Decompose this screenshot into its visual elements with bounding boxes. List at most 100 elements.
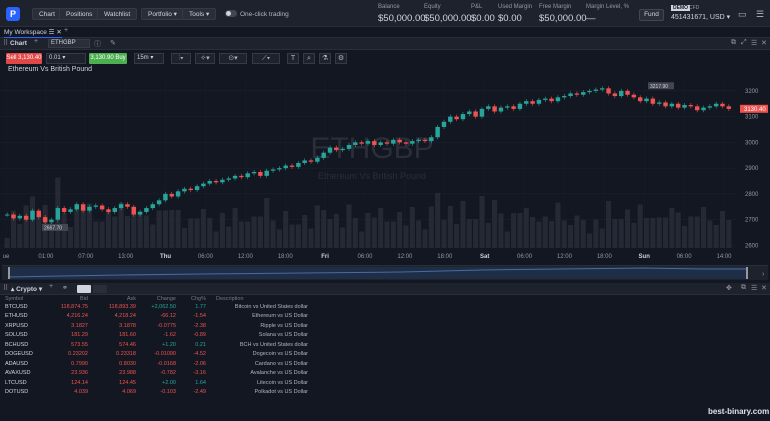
pnl-label: P&L	[471, 4, 483, 10]
table-row[interactable]: DOTUSD 4.039 4.069 -0.103 -2.49 Polkadot vs U…	[0, 388, 310, 398]
link-icon[interactable]: ⚭	[62, 285, 68, 292]
x-tick-label: Thu	[160, 254, 171, 260]
candle-body	[549, 98, 554, 102]
list-view-button[interactable]	[77, 285, 91, 293]
row-description: BCH vs United States dollar	[239, 341, 308, 348]
sell-button[interactable]: Sell 3,130.40	[6, 53, 42, 64]
watchlist-action-icon[interactable]: ✥	[726, 285, 732, 292]
row-change: -1.62	[163, 332, 176, 339]
candle-body	[511, 106, 516, 109]
chart-type-icon[interactable]: ⫶▾	[171, 53, 191, 64]
table-row[interactable]: BTCUSD 118,874.75 118,893.39 +2,062.50 1.77 B…	[0, 302, 310, 312]
col-ask[interactable]: Ask	[126, 295, 136, 302]
row-ask: 0.23318	[116, 351, 136, 358]
chart-tab[interactable]: Chart	[10, 40, 27, 47]
drawing-tool-icon[interactable]: ⟋▾	[252, 53, 280, 64]
row-change: +2,062.50	[151, 303, 176, 310]
watchlist-popout-icon[interactable]: ⧉	[741, 284, 746, 291]
edit-icon[interactable]: ✎	[110, 40, 116, 47]
candle-body	[68, 209, 73, 212]
watchlist-selector[interactable]: ▴ Crypto ▾	[11, 286, 43, 293]
portfolio-menu[interactable]: Portfolio ▾	[141, 8, 184, 20]
watchlist-drag-icon[interactable]: ⠿	[3, 285, 9, 292]
positions-button[interactable]: Positions	[59, 8, 100, 20]
table-row[interactable]: ADAUSD 0.7990 0.8030 -0.0168 -2.06 Cardano vs…	[0, 359, 310, 369]
volume-bar	[409, 207, 415, 248]
candle-body	[359, 142, 364, 144]
candle-body	[74, 204, 80, 210]
row-ask: 574.46	[119, 341, 136, 348]
used-margin-stat: Used Margin $0.00	[498, 4, 532, 24]
candle-body	[675, 103, 681, 108]
settings-icon[interactable]: ⚙	[335, 53, 347, 64]
candle-body	[277, 168, 282, 170]
col-symbol[interactable]: Symbol	[5, 295, 24, 302]
maximize-icon[interactable]: ⤢	[741, 39, 747, 46]
add-workspace-icon[interactable]: +	[64, 27, 69, 34]
x-tick-label: Sun	[639, 254, 651, 260]
buy-button[interactable]: 3,130.90 Buy	[89, 53, 127, 64]
col-bid[interactable]: Bid	[80, 295, 88, 302]
app-logo-icon: P	[6, 7, 20, 21]
volume-bar	[441, 220, 447, 248]
candle-body	[163, 193, 168, 201]
volume-bar	[188, 218, 194, 248]
workspace-tab[interactable]: My Workspace ☰ ✕	[4, 29, 62, 38]
text-tool-icon[interactable]: T	[287, 53, 299, 64]
watchlist-menu-icon[interactable]: ☰	[751, 285, 758, 292]
col-chg-pct[interactable]: Chg%	[191, 295, 206, 302]
add-symbol-icon[interactable]: +	[49, 283, 54, 290]
volume-bar	[568, 225, 574, 248]
alert-icon[interactable]: ⚗	[319, 53, 331, 64]
candle-body	[42, 217, 48, 223]
volume-bar	[131, 207, 137, 248]
table-row[interactable]: DOGEUSD 0.23202 0.23318 -0.01090 -4.52 Dogeco…	[0, 350, 310, 360]
watchlist-button[interactable]: Watchlist	[97, 8, 138, 20]
account-selector[interactable]: 451431671, USD ▾	[671, 14, 731, 21]
volume-bar	[327, 219, 333, 248]
volume-bar	[675, 212, 681, 248]
table-row[interactable]: ETHUSD 4,216.24 4,218.24 -66.12 -1.54 Ethereu…	[0, 312, 310, 322]
volume-bar	[536, 221, 542, 248]
grid-view-button[interactable]	[93, 285, 107, 293]
volume-bar	[251, 216, 257, 248]
one-click-toggle[interactable]	[225, 10, 237, 17]
table-row[interactable]: BCHUSD 573.55 574.46 +1.20 0.21 BCH vs United…	[0, 340, 310, 350]
indicators-icon[interactable]: ✧▾	[195, 53, 215, 64]
popout-icon[interactable]: ⧉	[731, 39, 736, 46]
x-tick-label: 14:00	[716, 254, 732, 260]
table-row[interactable]: XRPUSD 3.1827 3.1878 -0.0775 -2.38 Ripple vs …	[0, 321, 310, 331]
quantity-input[interactable]: 0.01 ▾	[46, 53, 86, 64]
table-row[interactable]: LTCUSD 124.14 124.45 +2.00 1.64 Litecoin vs U…	[0, 378, 310, 388]
panel-menu-icon[interactable]: ☰	[751, 40, 758, 47]
info-icon[interactable]: ⓘ	[94, 41, 101, 48]
tools-menu[interactable]: Tools ▾	[182, 8, 217, 20]
table-row[interactable]: AVAXUSD 23.936 23.988 -0.782 -3.16 Avalanche …	[0, 369, 310, 379]
table-row[interactable]: SOLUSD 181.29 181.60 -1.62 -0.89 Solana vs US…	[0, 331, 310, 341]
watchlist-close-icon[interactable]: ✕	[761, 285, 767, 292]
volume-bar	[4, 238, 10, 248]
zoom-icon[interactable]: ⌕	[303, 53, 315, 64]
layout-icon[interactable]: ▭	[738, 9, 747, 19]
menu-icon[interactable]: ☰	[756, 9, 765, 19]
chart-button[interactable]: Chart	[32, 8, 62, 20]
fund-button[interactable]: Fund	[639, 9, 664, 21]
col-change[interactable]: Change	[156, 295, 176, 302]
candle-body	[720, 103, 725, 107]
timeframe-select[interactable]: 15m ▾	[134, 53, 164, 64]
row-chg-pct: -0.89	[193, 332, 206, 339]
add-chart-icon[interactable]: +	[34, 38, 39, 45]
volume-bar	[650, 218, 656, 248]
candle-body	[55, 208, 61, 220]
row-description: Dogecoin vs US Dollar	[252, 351, 308, 358]
col-description[interactable]: Description	[216, 295, 244, 302]
close-panel-icon[interactable]: ✕	[761, 40, 767, 47]
drag-handle-icon[interactable]: ⠿	[3, 40, 9, 47]
chart-panel-header: ⠿ Chart + ETHGBP ⓘ ✎ ⧉ ⤢ ☰ ✕	[0, 38, 770, 50]
candle-body	[454, 116, 459, 120]
chart-navigator[interactable]: ›	[2, 265, 768, 280]
volume-bar	[466, 219, 472, 248]
price-chart[interactable]: ETHGBP Ethereum Vs British Pound 3200310…	[0, 74, 770, 264]
crosshair-icon[interactable]: ⊙▾	[219, 53, 247, 64]
symbol-input[interactable]: ETHGBP	[48, 39, 90, 48]
